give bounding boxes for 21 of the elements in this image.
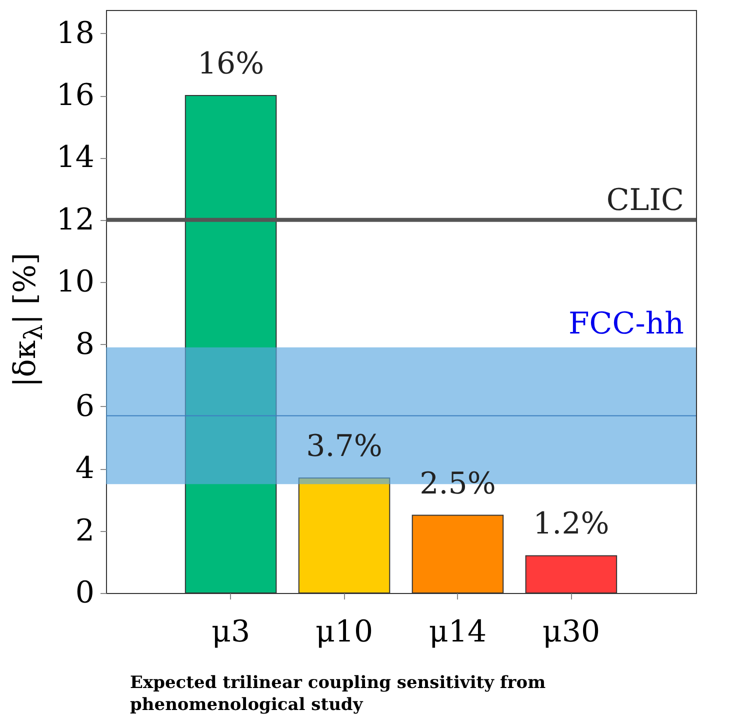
y-tick-label: 18: [56, 16, 94, 51]
band-label: FCC-hh: [568, 306, 684, 342]
x-tick-label: μ30: [542, 614, 600, 650]
data-label: 2.5%: [420, 466, 496, 502]
data-label: 3.7%: [306, 428, 382, 464]
y-tick-label: 8: [75, 326, 94, 362]
text: Expected trilinear coupling sensitivity from phenomenological study: [130, 672, 547, 716]
x-tick-label: μ14: [428, 614, 487, 650]
y-tick-label: 14: [56, 140, 94, 176]
y-tick-label: 12: [56, 202, 94, 238]
y-tick-label: 2: [75, 513, 94, 548]
ref-line-label: CLIC: [606, 182, 684, 218]
y-tick-label: 10: [56, 264, 94, 300]
data-label: 1.2%: [533, 506, 610, 542]
y-tick-label: 0: [75, 576, 94, 610]
data-label: 16%: [197, 46, 264, 82]
y-tick-label: 16: [56, 78, 94, 114]
y-tick-label: 4: [75, 451, 94, 486]
y-tick-label: 6: [75, 388, 94, 424]
x-tick-label: μ10: [315, 614, 374, 650]
x-tick-label: μ3: [212, 614, 250, 650]
